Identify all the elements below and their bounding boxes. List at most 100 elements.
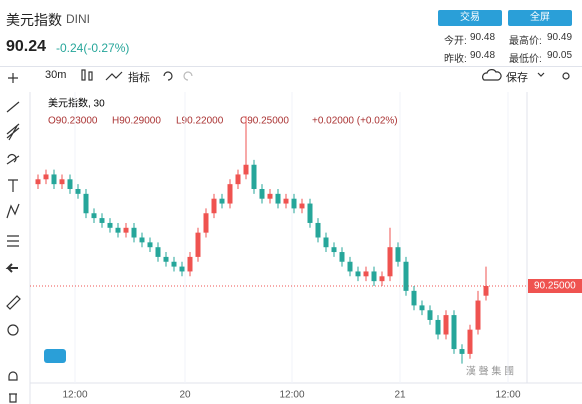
candle-icon (81, 69, 86, 81)
settings-icon (562, 72, 570, 80)
candle-body (35, 179, 41, 185)
measure-tool (7, 235, 19, 247)
candle-body (347, 261, 353, 272)
candle-body (387, 247, 393, 277)
candle-body (171, 261, 177, 267)
candle-body (307, 203, 313, 223)
candle-body (395, 247, 401, 262)
interval[interactable]: 30m (45, 69, 67, 81)
last-price-box (528, 279, 582, 293)
candle-body (75, 189, 81, 194)
candle-body (83, 193, 89, 214)
logo (44, 349, 66, 363)
x-tick-label: 21 (394, 390, 406, 401)
stat-label: 今开: (444, 36, 467, 47)
candle-body (43, 174, 49, 180)
x-tick-label: 12:00 (279, 390, 304, 401)
price: 90.24 (6, 38, 47, 55)
candle-body (243, 164, 249, 175)
candle-body (323, 237, 329, 248)
candle-body (235, 174, 241, 185)
ohlc-high: H90.29000 (112, 116, 161, 127)
stat-label: 最高价: (509, 36, 542, 47)
candle-icon (88, 71, 93, 81)
toolbar-icons (5, 69, 570, 403)
candle-body (379, 276, 385, 282)
indicator-icon (105, 71, 123, 81)
divider (0, 66, 582, 67)
candle-body (299, 203, 305, 209)
candle-body (187, 256, 193, 272)
candle-body (227, 184, 233, 204)
candle-body (67, 179, 73, 189)
candle-body (51, 174, 57, 185)
candle-body (195, 232, 201, 257)
candle-body (139, 237, 145, 243)
last-price-label: 90.25000 (534, 281, 576, 292)
watermark: 漢 聲 集 團 (466, 365, 514, 378)
candle-body (427, 310, 433, 320)
candle-body (451, 315, 457, 350)
candle-body (291, 198, 297, 209)
candle-body (163, 256, 169, 262)
stat-label: 昨收: (444, 54, 467, 65)
candle-body (467, 329, 473, 354)
candle-body (115, 227, 121, 233)
candle-body (147, 242, 153, 248)
candle-body (371, 271, 377, 282)
trash-icon (9, 393, 17, 403)
candle-body (435, 319, 441, 335)
ohlc-change: +0.02000 (+0.02%) (312, 116, 398, 127)
ohlc-low: L90.22000 (176, 116, 224, 127)
candle-body (59, 179, 65, 185)
ohlc-close: C90.25000 (240, 116, 289, 127)
candle-body (211, 198, 217, 214)
instrument-code: DINI (66, 12, 90, 26)
candle-body (411, 290, 417, 306)
candle-body (475, 300, 481, 330)
stat-value: 90.48 (470, 50, 496, 61)
back-icon[interactable] (5, 263, 18, 273)
candle-body (403, 261, 409, 291)
line-tool (6, 101, 20, 113)
x-tick-label: 12:00 (62, 390, 87, 401)
candle-body (339, 252, 345, 262)
candle-body (315, 222, 321, 238)
candle-body (155, 247, 161, 257)
x-tick-label: 20 (179, 390, 191, 401)
undo-icon (163, 71, 173, 81)
chart-title: 美元指数, 30 (48, 97, 105, 110)
save[interactable]: 保存 (506, 72, 528, 84)
instrument-name: 美元指数 (6, 12, 62, 28)
dropdown-icon (537, 72, 545, 77)
stat-value: 90.05 (547, 50, 573, 61)
change: -0.24(-0.27%) (56, 41, 130, 55)
candle-body (363, 271, 369, 277)
ohlc-open: O90.23000 (48, 116, 98, 127)
stat-value: 90.49 (547, 32, 573, 43)
candle-body (251, 164, 257, 189)
zoom-icon (7, 324, 19, 336)
fork-tool (6, 123, 20, 141)
candle-body (331, 247, 337, 253)
pattern-tool (6, 203, 20, 219)
candle-body (179, 266, 185, 272)
stat-value: 90.48 (470, 32, 496, 43)
candle-body (259, 189, 265, 199)
candle-body (483, 286, 489, 296)
lock-icon (8, 371, 18, 381)
candle-body (107, 222, 113, 228)
candle-body (267, 193, 273, 199)
brush-tool (6, 154, 20, 165)
candle-body (443, 315, 449, 335)
candle-body (131, 227, 137, 238)
indicators[interactable]: 指标 (128, 72, 150, 84)
candle-body (419, 305, 425, 311)
candle-body (459, 349, 465, 354)
redo-icon (183, 71, 193, 81)
stat-label: 最低价: (509, 54, 542, 65)
text-tool (8, 179, 18, 192)
fullscreen-button[interactable]: 全屏 (508, 10, 572, 26)
trade-button[interactable]: 交易 (438, 10, 502, 26)
